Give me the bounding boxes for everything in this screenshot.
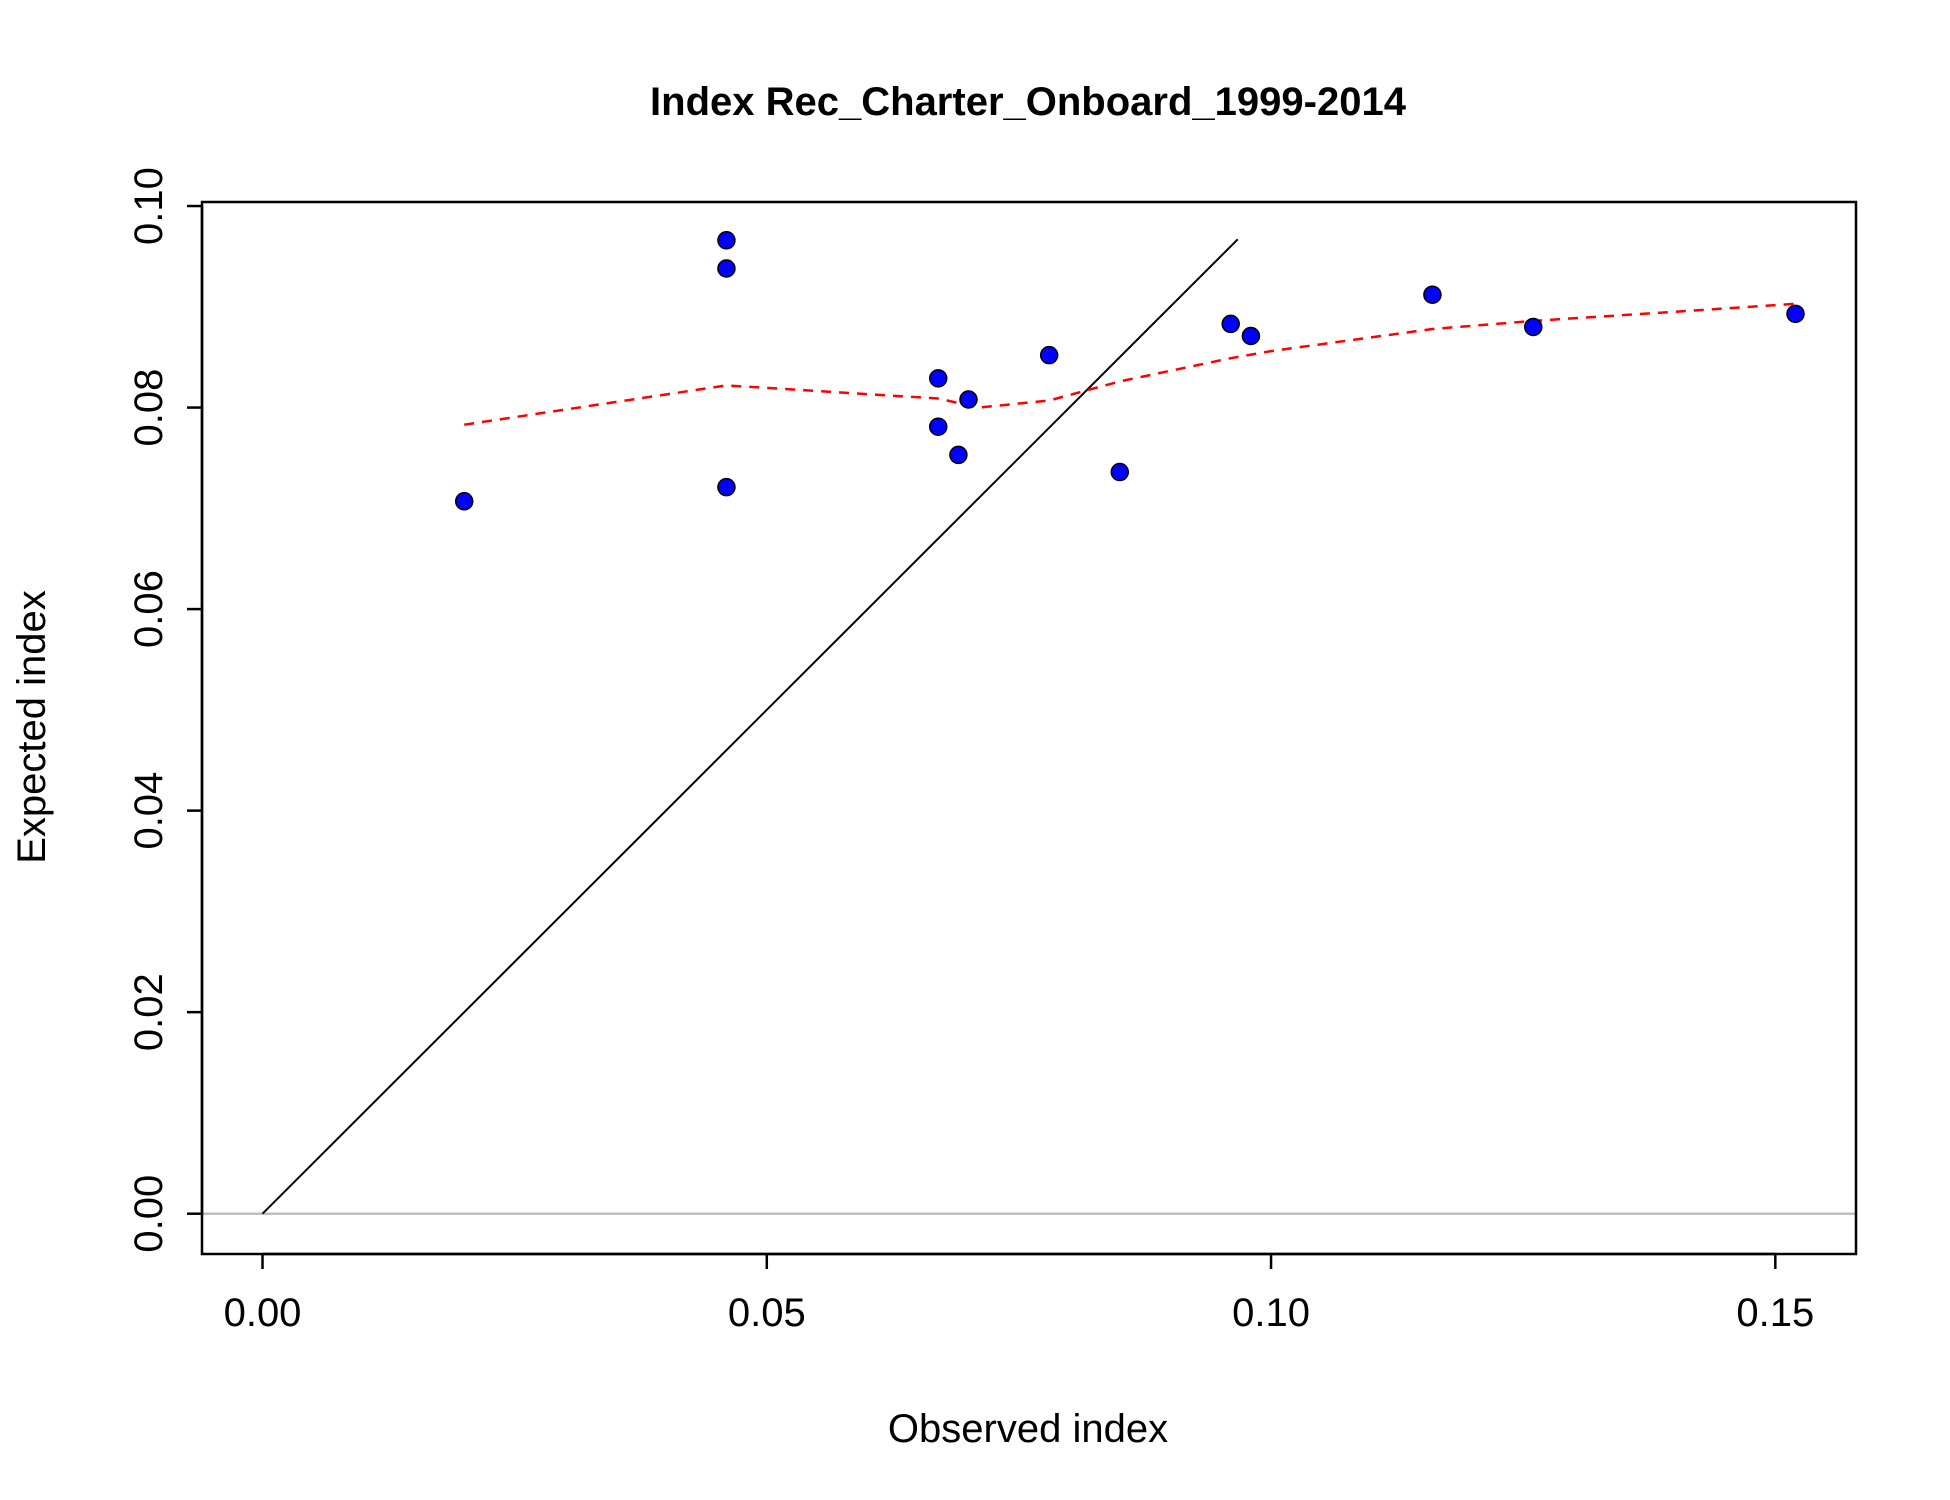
data-point xyxy=(928,417,948,436)
data-point xyxy=(949,445,968,465)
data-point xyxy=(1110,462,1130,482)
data-point xyxy=(1786,304,1805,324)
data-point xyxy=(717,231,736,250)
data-point xyxy=(1423,285,1442,304)
y-tick-label: 0.06 xyxy=(127,570,171,648)
y-axis: 0.00 0.02 0.04 0.06 0.08 0.10 xyxy=(127,167,204,1253)
data-point xyxy=(1221,314,1240,334)
x-tick-label: 0.00 xyxy=(224,1291,302,1335)
data-point xyxy=(959,390,978,409)
y-tick-label: 0.04 xyxy=(127,772,171,850)
smoother-line xyxy=(464,302,1796,426)
x-tick-label: 0.15 xyxy=(1736,1291,1814,1335)
y-tick-label: 0.00 xyxy=(127,1175,171,1253)
plot-area xyxy=(202,231,1856,1215)
identity-line xyxy=(261,238,1239,1215)
x-tick-label: 0.10 xyxy=(1232,1291,1310,1335)
data-point xyxy=(1241,326,1261,346)
x-tick-label: 0.05 xyxy=(728,1291,806,1335)
chart-title: Index Rec_Charter_Onboard_1999-2014 xyxy=(650,80,1407,124)
data-point xyxy=(1039,345,1059,365)
data-point xyxy=(454,492,474,511)
y-tick-label: 0.10 xyxy=(127,167,171,245)
x-axis-title: Observed index xyxy=(888,1407,1168,1451)
data-point xyxy=(1524,317,1543,337)
data-point xyxy=(717,259,736,278)
data-point xyxy=(717,477,736,497)
data-point xyxy=(928,369,948,388)
y-tick-label: 0.02 xyxy=(127,973,171,1051)
y-axis-title: Expected index xyxy=(10,590,54,864)
x-axis: 0.00 0.05 0.10 0.15 xyxy=(224,1252,1814,1335)
y-tick-label: 0.08 xyxy=(127,369,171,447)
plot-frame xyxy=(200,200,1858,1256)
